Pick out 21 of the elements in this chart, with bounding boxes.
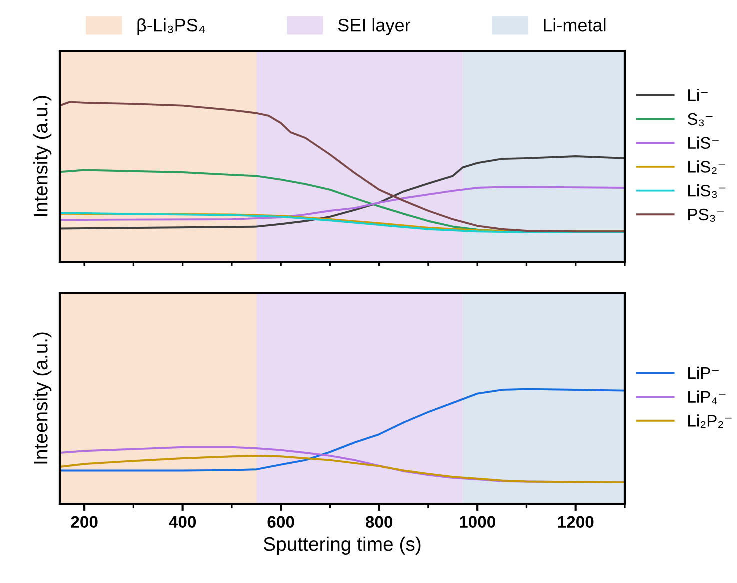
x-tick-label: 600 [268, 516, 294, 528]
legend-label: LiS₃⁻ [688, 184, 726, 198]
legend-label: SEI layer [338, 18, 411, 36]
legend-label: LiS₂⁻ [688, 160, 726, 174]
legend-label: LiP⁻ [688, 366, 719, 379]
legend-label: S₃⁻ [688, 113, 713, 127]
legend-label: Li-metal [544, 18, 606, 32]
x-tick-label: 200 [71, 516, 98, 528]
legend-label: Li⁻ [688, 89, 708, 102]
legend-label: LiP₄⁻ [688, 390, 726, 404]
x-tick-label: 1200 [558, 516, 594, 528]
x-tick-label: 1000 [460, 516, 496, 528]
legend-label: PS₃⁻ [688, 208, 724, 222]
y-axis-title: Inteensity (a.u.) [34, 332, 52, 464]
legend-label: β-Li₃PS₄ [138, 18, 206, 36]
x-axis-title: Sputtering time (s) [264, 536, 421, 556]
legend-label: LiS⁻ [688, 136, 719, 150]
y-axis-title: Intensity (a.u.) [34, 96, 52, 216]
legend-label: Li₂P₂⁻ [688, 414, 732, 428]
x-tick-label: 800 [366, 516, 393, 528]
x-tick-label: 400 [169, 516, 196, 528]
